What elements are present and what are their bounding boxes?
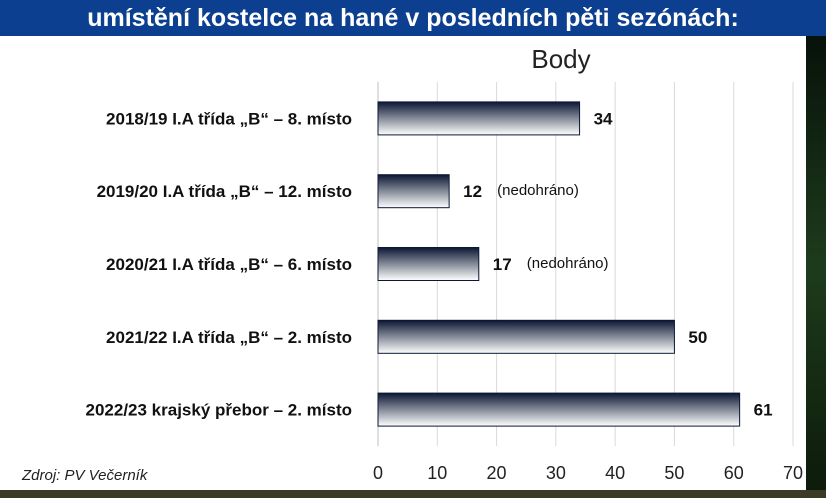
data-label: 50 xyxy=(688,328,707,347)
data-label: 61 xyxy=(754,401,773,420)
grid-layer xyxy=(377,82,794,446)
data-label: 12 xyxy=(463,182,482,201)
x-tick-label: 10 xyxy=(427,463,447,483)
chart-header: umístění kostelce na hané v posledních p… xyxy=(0,0,826,38)
bar xyxy=(377,174,450,209)
bar xyxy=(377,392,741,427)
chart-title: Body xyxy=(531,44,590,74)
x-tick-label: 0 xyxy=(373,463,383,483)
annotation-label: (nedohráno) xyxy=(527,255,609,272)
background-bottom-edge xyxy=(0,490,826,498)
x-tick-label: 60 xyxy=(724,463,744,483)
label-layer: 0 10 20 30 40 50 60 70 2018/19 I.A třída „B“ – 8… xyxy=(86,109,804,483)
header-title: umístění kostelce na hané v posledních p… xyxy=(87,4,739,32)
category-label: 2021/22 I.A třída „B“ – 2. místo xyxy=(106,328,352,347)
category-label: 2020/21 I.A třída „B“ – 6. místo xyxy=(106,255,352,274)
x-tick-label: 30 xyxy=(546,463,566,483)
bar-layer xyxy=(377,101,741,427)
bar-chart: Body 0 10 20 30 40 50 60 70 2018/19 I.A třída „B… xyxy=(21,44,804,484)
x-tick-label: 50 xyxy=(664,463,684,483)
chart-panel: Body 0 10 20 30 40 50 60 70 2018/19 I.A třída „B… xyxy=(0,36,806,492)
x-tick-label: 20 xyxy=(487,463,507,483)
bar xyxy=(377,101,581,136)
data-label: 34 xyxy=(594,109,613,128)
category-label: 2022/23 krajský přebor – 2. místo xyxy=(86,401,353,420)
source-note: Zdroj: PV Večerník xyxy=(21,467,149,484)
category-label: 2018/19 I.A třída „B“ – 8. místo xyxy=(106,109,352,128)
x-tick-label: 70 xyxy=(783,463,803,483)
bar xyxy=(377,319,675,354)
annotation-label: (nedohráno) xyxy=(497,182,579,199)
category-label: 2019/20 I.A třída „B“ – 12. místo xyxy=(97,182,352,201)
x-tick-label: 40 xyxy=(605,463,625,483)
data-label: 17 xyxy=(493,255,512,274)
bar xyxy=(377,247,480,281)
background-photo-strip xyxy=(806,36,826,498)
